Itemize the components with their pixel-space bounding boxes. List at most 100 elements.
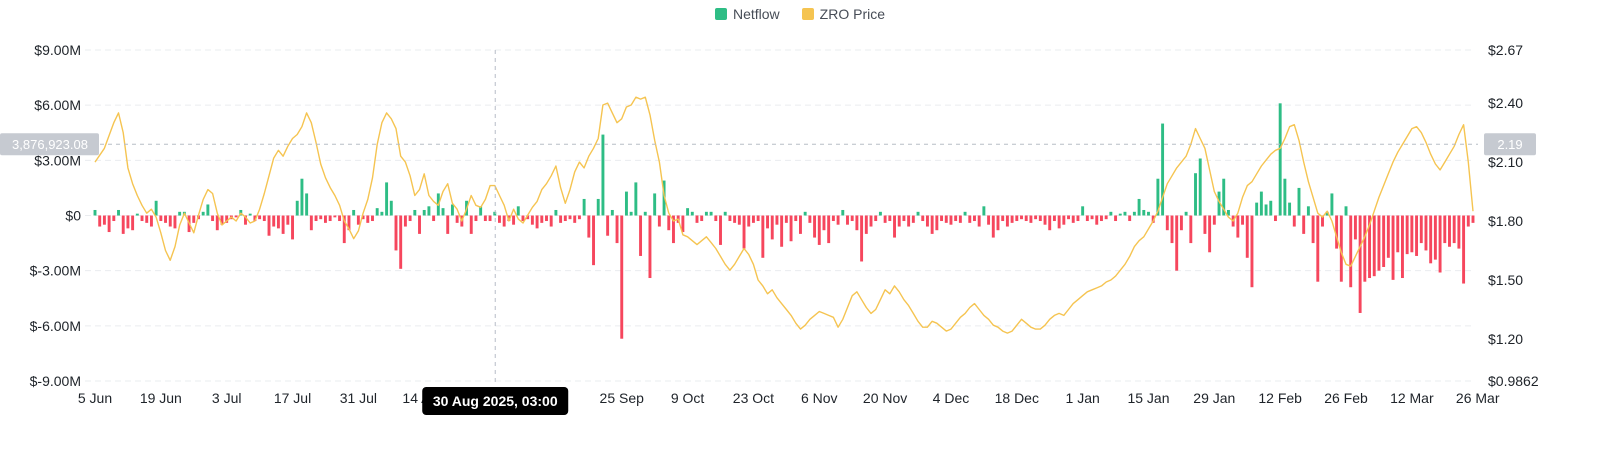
netflow-bar-negative <box>1321 215 1324 227</box>
netflow-bar-negative <box>220 215 224 225</box>
x-tick-label: 25 Sep <box>600 390 645 406</box>
netflow-bar-positive <box>1184 211 1188 216</box>
netflow-bar-negative <box>1274 215 1277 222</box>
netflow-bar-negative <box>846 215 849 225</box>
netflow-bar-positive <box>723 211 727 216</box>
netflow-bar-negative <box>483 215 487 222</box>
netflow-bar-negative <box>874 215 878 222</box>
netflow-bar-negative <box>1175 215 1179 271</box>
netflow-bar-positive <box>1283 178 1287 216</box>
netflow-bar-negative <box>1048 215 1052 231</box>
crosshair-time-tooltip <box>422 387 569 415</box>
netflow-bar-positive <box>1344 206 1348 216</box>
netflow-bar-negative <box>1208 215 1212 253</box>
netflow-bar-positive <box>643 211 647 216</box>
netflow-bar-negative <box>1372 215 1376 277</box>
netflow-bar-positive <box>1306 206 1310 216</box>
netflow-bar-negative <box>700 215 704 222</box>
x-tick-label: 15 Jan <box>1127 390 1169 406</box>
netflow-bar-negative <box>173 215 177 229</box>
x-tick-label: 20 Nov <box>863 390 907 406</box>
y-left-tick-label: $-3.00M <box>30 263 81 279</box>
netflow-bar-negative <box>991 215 995 238</box>
netflow-bar-negative <box>1057 215 1061 229</box>
netflow-bar-positive <box>380 211 384 216</box>
netflow-bar-positive <box>305 193 309 216</box>
netflow-bars <box>93 103 1475 339</box>
netflow-bar-negative <box>530 215 534 225</box>
netflow-bar-negative <box>902 215 906 222</box>
netflow-bar-negative <box>1043 215 1047 225</box>
netflow-bar-negative <box>714 215 718 222</box>
netflow-bar-negative <box>733 215 737 223</box>
netflow-bar-positive <box>479 206 483 216</box>
netflow-bar-negative <box>168 215 172 227</box>
netflow-bar-negative <box>535 215 539 229</box>
netflow-bar-negative <box>573 215 577 223</box>
netflow-bar-negative <box>1034 215 1038 220</box>
netflow-bar-positive <box>601 134 605 216</box>
netflow-bar-positive <box>1288 202 1292 216</box>
x-tick-label: 31 Jul <box>340 390 377 406</box>
netflow-bar-positive <box>582 198 586 216</box>
netflow-bar-negative <box>1099 215 1103 222</box>
netflow-bar-positive <box>916 211 920 216</box>
legend-item-zro-price[interactable]: ZRO Price <box>801 6 885 22</box>
y-right-tick-label: $0.9862 <box>1488 373 1539 389</box>
netflow-bar-negative <box>1292 215 1296 227</box>
netflow-bar-positive <box>1109 211 1113 216</box>
netflow-bar-positive <box>704 211 708 216</box>
netflow-bar-negative <box>1339 215 1343 282</box>
netflow-bar-negative <box>1038 215 1042 222</box>
netflow-bar-positive <box>295 200 299 216</box>
x-tick-label: 26 Mar <box>1456 390 1500 406</box>
netflow-bar-positive <box>1137 198 1141 216</box>
netflow-bar-negative <box>869 215 873 227</box>
netflow-bar-negative <box>418 215 421 234</box>
legend-item-netflow[interactable]: Netflow <box>714 6 780 22</box>
netflow-bar-negative <box>281 215 285 234</box>
netflow-bar-negative <box>1410 215 1414 253</box>
netflow-bar-negative <box>1179 215 1183 231</box>
netflow-bar-negative <box>474 215 478 222</box>
netflow-bar-positive <box>1198 158 1202 216</box>
netflow-bar-negative <box>1189 215 1193 244</box>
netflow-bar-positive <box>248 213 252 216</box>
netflow-bar-negative <box>1429 215 1433 264</box>
netflow-bar-negative <box>747 215 751 227</box>
netflow-bar-negative <box>1363 215 1367 282</box>
netflow-bar-negative <box>973 215 976 222</box>
netflow-bar-positive <box>385 182 389 216</box>
netflow-bar-negative <box>192 215 196 223</box>
netflow-bar-negative <box>502 215 506 227</box>
netflow-bar-negative <box>1114 215 1118 222</box>
netflow-bar-negative <box>244 215 247 225</box>
netflow-bar-negative <box>648 215 652 279</box>
crosshair-right-value: 2.19 <box>1497 137 1522 152</box>
netflow-bar-negative <box>860 215 864 262</box>
netflow-bar-negative <box>291 215 294 240</box>
netflow-bar-negative <box>1316 215 1320 282</box>
x-tick-label: 1 Jan <box>1066 390 1100 406</box>
y-left-tick-label: $-6.00M <box>30 318 81 334</box>
netflow-bar-negative <box>314 215 318 222</box>
netflow-bar-positive <box>610 209 614 216</box>
netflow-bar-negative <box>1302 215 1306 234</box>
zro-price-line <box>94 96 1474 334</box>
netflow-bar-positive <box>1081 206 1085 216</box>
netflow-bar-negative <box>1438 215 1442 273</box>
y-right-tick-label: $1.50 <box>1488 272 1523 288</box>
y-axis-left: $9.00M $6.00M $3.00M $0 $-3.00M $-6.00M $-9.00… <box>30 42 82 389</box>
netflow-bar-negative <box>577 215 581 220</box>
crosshair-left-value: 3,876,923.08 <box>12 137 88 152</box>
netflow-bar-negative <box>1452 215 1456 244</box>
netflow-bar-negative <box>958 215 962 223</box>
netflow-bar-negative <box>893 215 896 238</box>
netflow-bar-negative <box>563 215 567 222</box>
netflow-bar-negative <box>1010 215 1014 223</box>
netflow-bar-negative <box>1170 215 1174 244</box>
netflow-bar-negative <box>836 215 840 225</box>
netflow-bar-negative <box>897 215 901 227</box>
